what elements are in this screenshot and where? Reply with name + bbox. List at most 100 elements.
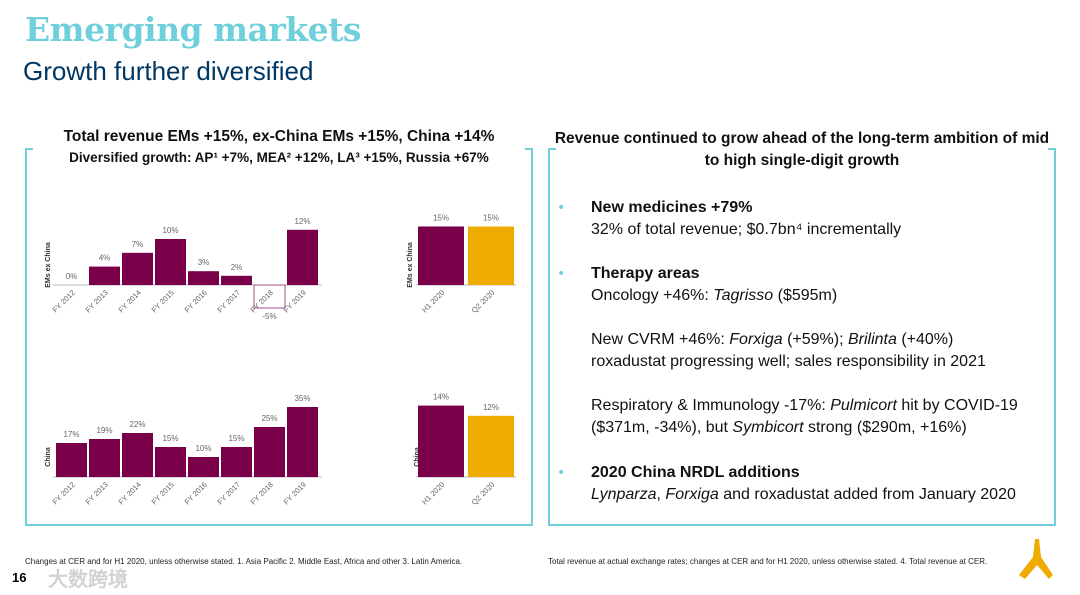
text: strong ($290m, +16%) [803,419,967,436]
tick-label: FY 2014 [117,480,143,506]
tick-label: FY 2016 [183,480,209,506]
data-label: 0% [66,272,78,281]
right-panel [548,148,1056,526]
bar [468,415,514,477]
text: ($371m, -34%), but [591,419,733,436]
tick-label: H1 2020 [420,288,446,314]
y-axis-label: China [414,447,421,467]
drug-name: Lynparza [591,486,657,503]
tick-label: H1 2020 [420,480,446,506]
data-label: 15% [162,434,178,443]
tick-label: FY 2012 [51,480,77,506]
bar [155,447,186,477]
data-label: 25% [261,414,277,423]
bar [287,229,318,285]
tick-label: FY 2013 [84,480,110,506]
bar [188,457,219,477]
data-label: 10% [195,444,211,453]
data-label: 12% [483,403,499,412]
bar [418,405,464,477]
bar [122,252,153,285]
text: and roxadustat added from January 2020 [718,486,1016,503]
text: ($595m) [773,287,838,304]
data-label: 15% [433,214,449,223]
bullet-therapy-areas: Therapy areas Oncology +46%: Tagrisso ($… [591,263,1018,439]
page-number: 16 [12,570,27,585]
drug-name: Forxiga [665,486,719,503]
bar [89,439,120,477]
data-label: -5% [262,312,276,321]
right-heading: Revenue continued to grow ahead of the l… [554,130,1050,169]
tick-label: FY 2015 [150,288,176,314]
bar [468,226,514,285]
bar [89,266,120,285]
bullet-new-medicines: New medicines +79% 32% of total revenue;… [591,197,901,241]
bar [253,284,286,309]
tick-label: FY 2019 [282,288,308,314]
bar [221,275,252,285]
text: Respiratory & Immunology -17%: [591,397,831,414]
drug-name: Forxiga [729,331,783,348]
drug-name: Pulmicort [830,397,897,414]
bar [418,226,464,285]
text: (+59%); [782,331,848,348]
tick-label: Q2 2020 [470,480,497,507]
footnote-right: Total revenue at actual exchange rates; … [548,557,988,566]
data-label: 19% [96,426,112,435]
data-label: 12% [294,217,310,226]
data-label: 35% [294,394,310,403]
slide-title: Emerging markets [25,10,362,49]
bullet-icon: • [557,266,566,282]
data-label: 14% [433,393,449,402]
bullet-icon: • [557,200,566,216]
data-label: 22% [129,420,145,429]
tick-label: FY 2012 [51,288,77,314]
bar [122,433,153,477]
text: New CVRM +46%: [591,331,730,348]
drug-name: Brilinta [847,331,897,348]
bar [254,427,285,477]
text: roxadustat progressing well; sales respo… [591,353,986,370]
data-label: 7% [132,240,144,249]
bullet-title: 2020 China NRDL additions [591,464,800,481]
bar [221,447,252,477]
bullet-title: Therapy areas [591,265,700,282]
left-heading: Total revenue EMs +15%, ex-China EMs +15… [63,128,495,145]
slide-subtitle: Growth further diversified [23,56,314,86]
company-logo-icon [1019,539,1053,579]
bar [287,407,318,477]
bar [155,239,186,285]
data-label: 2% [231,263,243,272]
bar [56,443,87,477]
y-axis-label: China [45,447,52,467]
watermark-text: 大数跨境 [48,567,128,591]
tick-label: FY 2013 [84,288,110,314]
y-axis-label: EMs ex China [45,242,52,288]
data-label: 3% [198,258,210,267]
data-label: 4% [99,254,111,263]
tick-label: Q2 2020 [470,288,497,315]
data-label: 15% [483,214,499,223]
drug-name: Tagrisso [713,287,774,304]
bullet-title: New medicines +79% [591,199,753,216]
watermark: 大数跨境 [48,563,128,592]
y-axis-label: EMs ex China [407,242,414,288]
bar [188,271,219,285]
left-subheading: Diversified growth: AP¹ +7%, MEA² +12%, … [69,150,489,165]
drug-name: Symbicort [732,419,804,436]
tick-label: FY 2019 [282,480,308,506]
footnote-left: Changes at CER and for H1 2020, unless o… [25,557,463,566]
data-label: 17% [63,430,79,439]
tick-label: FY 2018 [249,480,275,506]
text: (+40%) [896,331,954,348]
tick-label: FY 2017 [216,480,242,506]
text: Oncology +46%: [591,287,714,304]
bullet-text: 32% of total revenue; $0.7bn⁴ incrementa… [591,221,902,238]
tick-label: FY 2015 [150,480,176,506]
text: , [656,486,666,503]
tick-label: FY 2017 [216,288,242,314]
tick-label: FY 2014 [117,288,143,314]
data-label: 15% [228,434,244,443]
bullet-nrdl: 2020 China NRDL additions Lynparza, Forx… [591,462,1016,506]
